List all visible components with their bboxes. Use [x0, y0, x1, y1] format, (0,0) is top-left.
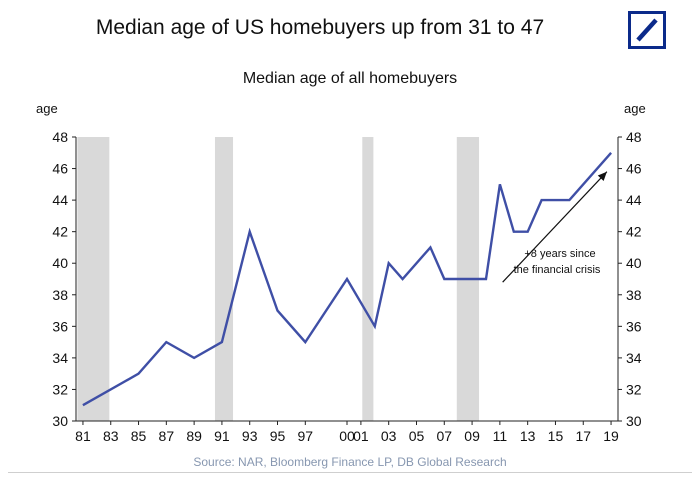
x-tick-label: 95 — [270, 428, 286, 444]
x-tick-label: 81 — [75, 428, 91, 444]
footer-divider — [8, 472, 692, 473]
x-tick-label: 87 — [159, 428, 175, 444]
y-tick-label-right: 38 — [626, 287, 642, 303]
annotation-text-line-2: the financial crisis — [514, 264, 601, 276]
recession-band-3 — [362, 137, 374, 421]
y-tick-label-left: 44 — [52, 192, 68, 208]
x-tick-label: 85 — [131, 428, 147, 444]
y-tick-label-left: 32 — [52, 381, 68, 397]
x-tick-label: 89 — [186, 428, 202, 444]
y-tick-label-right: 34 — [626, 350, 642, 366]
y-tick-label-right: 40 — [626, 255, 642, 271]
y-tick-label-left: 48 — [52, 129, 68, 145]
y-tick-label-left: 42 — [52, 224, 68, 240]
y-tick-label-left: 46 — [52, 161, 68, 177]
x-tick-label: 19 — [603, 428, 619, 444]
annotation-arrow-head — [597, 171, 607, 182]
y-axis-label-left: age — [36, 101, 58, 116]
x-tick-label: 05 — [409, 428, 425, 444]
x-tick-label: 83 — [103, 428, 119, 444]
x-tick-label: 17 — [575, 428, 591, 444]
y-tick-label-left: 34 — [52, 350, 68, 366]
chart-title: Median age of all homebuyers — [243, 70, 457, 87]
y-tick-label-right: 30 — [626, 413, 642, 429]
x-tick-label: 97 — [298, 428, 314, 444]
y-tick-label-left: 38 — [52, 287, 68, 303]
page-title: Median age of US homebuyers up from 31 t… — [95, 16, 545, 39]
x-tick-label: 00 — [339, 428, 355, 444]
x-tick-label: 01 — [353, 428, 369, 444]
x-tick-label: 91 — [214, 428, 230, 444]
y-tick-label-right: 48 — [626, 129, 642, 145]
y-tick-label-left: 40 — [52, 255, 68, 271]
y-tick-label-left: 30 — [52, 413, 68, 429]
annotation-text-line-1: +8 years since — [524, 248, 595, 260]
y-tick-label-right: 32 — [626, 381, 642, 397]
y-tick-label-right: 42 — [626, 224, 642, 240]
y-tick-label-left: 36 — [52, 318, 68, 334]
deutsche-bank-logo-icon — [628, 11, 666, 49]
y-tick-label-right: 46 — [626, 161, 642, 177]
y-tick-label-right: 36 — [626, 318, 642, 334]
x-tick-label: 03 — [381, 428, 397, 444]
recession-band-2 — [214, 137, 234, 421]
x-tick-label: 09 — [464, 428, 480, 444]
y-tick-label-right: 44 — [626, 192, 642, 208]
x-tick-label: 15 — [548, 428, 564, 444]
line-chart: Median age of all homebuyers age age 30 3… — [36, 70, 646, 444]
x-tick-label: 93 — [242, 428, 258, 444]
source-note: Source: NAR, Bloomberg Finance LP, DB Gl… — [193, 455, 507, 469]
x-tick-label: 11 — [493, 428, 508, 444]
y-axis-label-right: age — [624, 101, 646, 116]
recession-band-1 — [77, 137, 110, 421]
x-tick-label: 07 — [436, 428, 452, 444]
x-tick-label: 13 — [520, 428, 536, 444]
annotation-arrow-line — [502, 171, 608, 283]
